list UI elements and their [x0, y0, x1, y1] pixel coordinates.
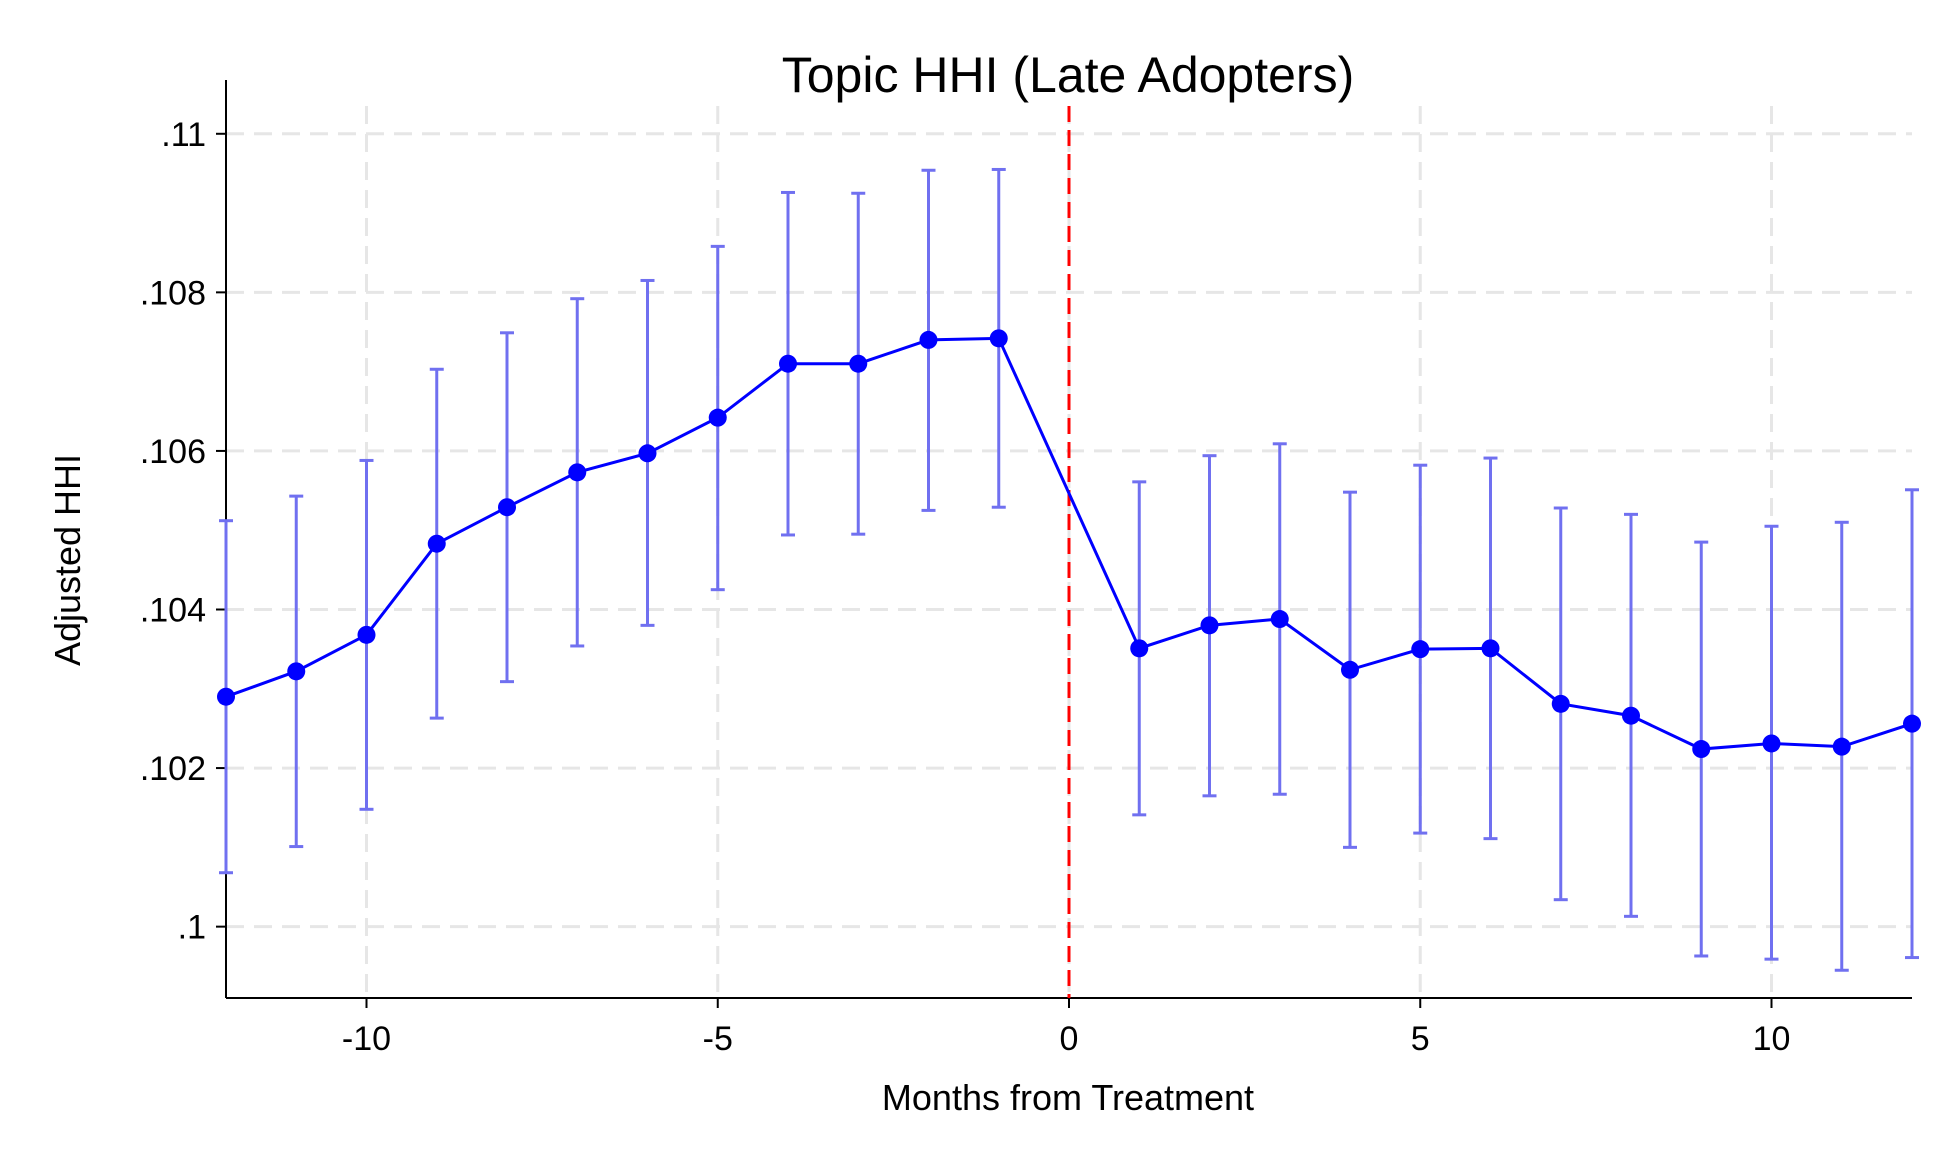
y-tick-label: .1 — [178, 909, 206, 947]
data-point — [1270, 610, 1289, 629]
data-point — [1130, 639, 1149, 658]
series-line — [225, 336, 1913, 751]
y-tick-label: .102 — [140, 750, 206, 788]
data-point — [1692, 740, 1711, 759]
data-point — [427, 534, 446, 553]
data-point — [708, 408, 727, 427]
x-tick-label: 5 — [1411, 1020, 1430, 1058]
x-tick-label: 0 — [1060, 1020, 1079, 1058]
x-tick-label: 10 — [1753, 1020, 1791, 1058]
data-point — [989, 329, 1008, 348]
x-tick-labels: -10 -5 0 5 10 — [342, 1020, 1790, 1058]
y-tick-label: .104 — [140, 592, 206, 630]
data-point — [1551, 694, 1570, 713]
chart-title: Topic HHI (Late Adopters) — [782, 47, 1355, 103]
data-point — [357, 625, 376, 644]
data-point — [568, 463, 587, 482]
data-point — [779, 354, 797, 373]
data-point — [638, 444, 657, 463]
data-point — [1903, 714, 1921, 733]
series-polyline — [225, 336, 1913, 751]
series-points — [217, 329, 1921, 759]
data-point — [217, 687, 235, 706]
y-tick-labels: .1 .102 .104 .106 .108 .11 — [140, 116, 206, 947]
data-point — [287, 662, 306, 681]
data-point — [498, 498, 516, 517]
x-axis-title: Months from Treatment — [882, 1077, 1254, 1118]
data-point — [1622, 706, 1640, 725]
x-tick-label: -10 — [342, 1020, 391, 1058]
data-point — [1832, 737, 1851, 756]
y-axis-title: Adjusted HHI — [47, 454, 88, 666]
data-point — [1481, 639, 1500, 658]
y-tick-label: .11 — [161, 116, 206, 154]
y-tick-label: .108 — [140, 274, 206, 312]
data-point — [919, 330, 938, 349]
data-point — [1341, 660, 1359, 679]
data-point — [1411, 640, 1430, 659]
data-point — [1200, 616, 1219, 635]
x-tick-label: -5 — [703, 1020, 733, 1058]
data-point — [1762, 734, 1781, 753]
y-tick-label: .106 — [140, 433, 206, 471]
data-point — [849, 354, 868, 373]
